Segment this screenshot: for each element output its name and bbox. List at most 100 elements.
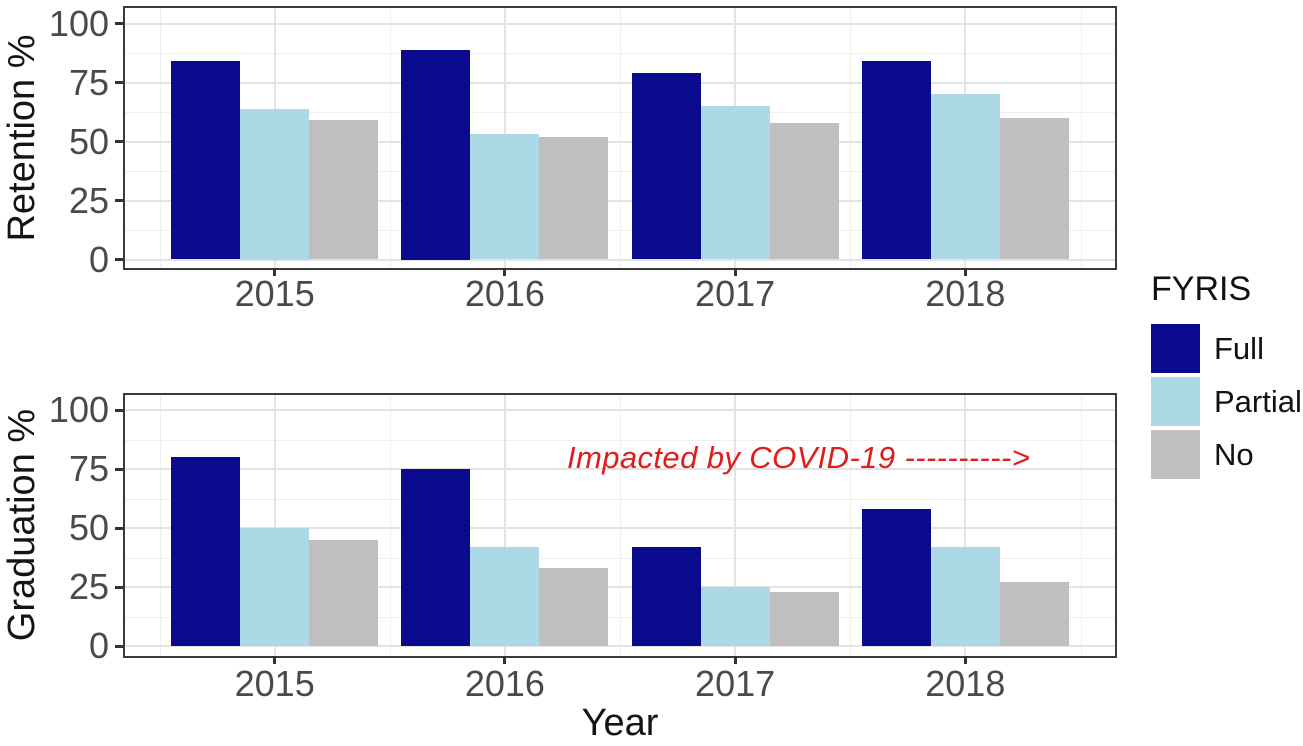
bar-partial-2017 — [700, 106, 770, 260]
gridline-major-v — [734, 395, 737, 656]
y-tick-label: 75 — [68, 61, 109, 103]
bar-no-2016 — [539, 136, 609, 260]
x-tick-label: 2018 — [925, 273, 1006, 314]
bar-no-2015 — [309, 539, 379, 646]
gridline-major-h — [125, 586, 1115, 588]
y-tick-mark — [115, 467, 123, 471]
y-tick-label: 0 — [88, 238, 109, 280]
x-tick-label: 2015 — [234, 663, 315, 704]
x-tick-mark — [733, 656, 737, 664]
y-tick-mark — [115, 644, 123, 648]
x-tick-label: 2017 — [695, 663, 776, 704]
bar-partial-2015 — [240, 108, 310, 260]
x-tick-mark — [963, 268, 967, 276]
y-tick-mark — [115, 258, 123, 261]
legend-swatch-partial-icon — [1151, 377, 1200, 426]
gridline-minor-v — [850, 395, 852, 656]
bar-full-2017 — [631, 73, 701, 260]
bar-full-2016 — [401, 469, 471, 646]
bar-partial-2016 — [470, 134, 540, 260]
legend-entry-no: No — [1151, 430, 1302, 479]
gridline-minor-v — [620, 8, 621, 268]
y-tick-label: 25 — [68, 179, 109, 221]
y-tick-mark — [115, 585, 123, 589]
y-tick-mark — [115, 408, 123, 412]
bar-partial-2018 — [930, 94, 1000, 260]
y-tick-mark — [115, 526, 123, 530]
y-tick-mark — [115, 140, 123, 143]
gridline-major-h — [125, 81, 1115, 84]
legend-label-partial: Partial — [1214, 383, 1302, 419]
x-tick-label: 2017 — [695, 273, 776, 314]
y-tick-label: 100 — [48, 389, 109, 430]
bar-full-2015 — [171, 457, 241, 646]
bar-no-2018 — [999, 582, 1069, 646]
gridline-major-v — [964, 395, 967, 656]
gridline-minor-v — [620, 395, 621, 656]
bar-no-2017 — [769, 122, 839, 260]
legend: FYRIS Full Partial No — [1151, 272, 1302, 483]
gridline-major-h — [125, 409, 1115, 411]
gridline-minor-v — [389, 395, 391, 656]
legend-title: FYRIS — [1151, 270, 1252, 308]
gridline-minor-v — [389, 8, 391, 268]
y-tick-label: 0 — [88, 625, 109, 666]
x-axis-title: Year — [581, 702, 659, 744]
y-tick-mark — [115, 199, 123, 202]
bar-partial-2017 — [700, 587, 770, 646]
bar-partial-2015 — [240, 528, 310, 646]
gridline-minor-v — [159, 395, 161, 656]
legend-entry-partial: Partial — [1151, 377, 1302, 426]
y-tick-label: 75 — [68, 448, 109, 489]
x-tick-mark — [273, 268, 277, 276]
covid-annotation: Impacted by COVID-19 ----------> — [567, 440, 1031, 475]
bar-no-2015 — [309, 120, 379, 260]
y-tick-label: 100 — [48, 2, 109, 44]
legend-entry-full: Full — [1151, 324, 1302, 373]
x-tick-mark — [273, 656, 277, 664]
bar-partial-2016 — [470, 546, 540, 646]
gridline-major-v — [503, 395, 506, 656]
y-tick-label: 50 — [68, 507, 109, 548]
gridline-major-h — [125, 22, 1115, 25]
gridline-major-h — [125, 199, 1115, 202]
gridline-minor-v — [159, 8, 161, 268]
x-tick-mark — [963, 656, 967, 664]
bar-full-2015 — [171, 61, 241, 260]
gridline-major-h — [125, 645, 1115, 647]
x-tick-label: 2016 — [464, 663, 545, 704]
y-tick-mark — [115, 22, 123, 25]
gridline-major-v — [273, 395, 276, 656]
x-tick-mark — [503, 268, 507, 276]
gridline-major-h — [125, 468, 1115, 470]
x-tick-mark — [503, 656, 507, 664]
bar-no-2016 — [539, 568, 609, 646]
y-tick-label: 25 — [68, 566, 109, 607]
bar-no-2017 — [769, 591, 839, 646]
y-tick-mark — [115, 81, 123, 84]
gridline-minor-v — [1080, 395, 1082, 656]
bar-partial-2018 — [930, 546, 1000, 646]
x-tick-mark — [733, 268, 737, 276]
legend-swatch-full-icon — [1151, 324, 1200, 373]
legend-swatch-no-icon — [1151, 430, 1200, 479]
bar-full-2016 — [401, 49, 471, 260]
gridline-major-h — [125, 140, 1115, 143]
y-tick-label: 50 — [68, 120, 109, 162]
gridline-major-h — [125, 527, 1115, 529]
bar-full-2018 — [861, 509, 931, 646]
gridline-minor-v — [1080, 8, 1082, 268]
bar-full-2018 — [861, 61, 931, 260]
x-tick-label: 2018 — [925, 663, 1006, 704]
bar-no-2018 — [999, 117, 1069, 260]
x-tick-label: 2015 — [234, 273, 315, 314]
legend-label-no: No — [1214, 436, 1254, 472]
bar-full-2017 — [631, 546, 701, 646]
gridline-minor-v — [850, 8, 852, 268]
gridline-major-h — [125, 258, 1115, 261]
legend-label-full: Full — [1214, 330, 1264, 366]
x-tick-label: 2016 — [464, 273, 545, 314]
graduation-panel — [123, 393, 1117, 658]
retention-panel — [123, 6, 1117, 270]
